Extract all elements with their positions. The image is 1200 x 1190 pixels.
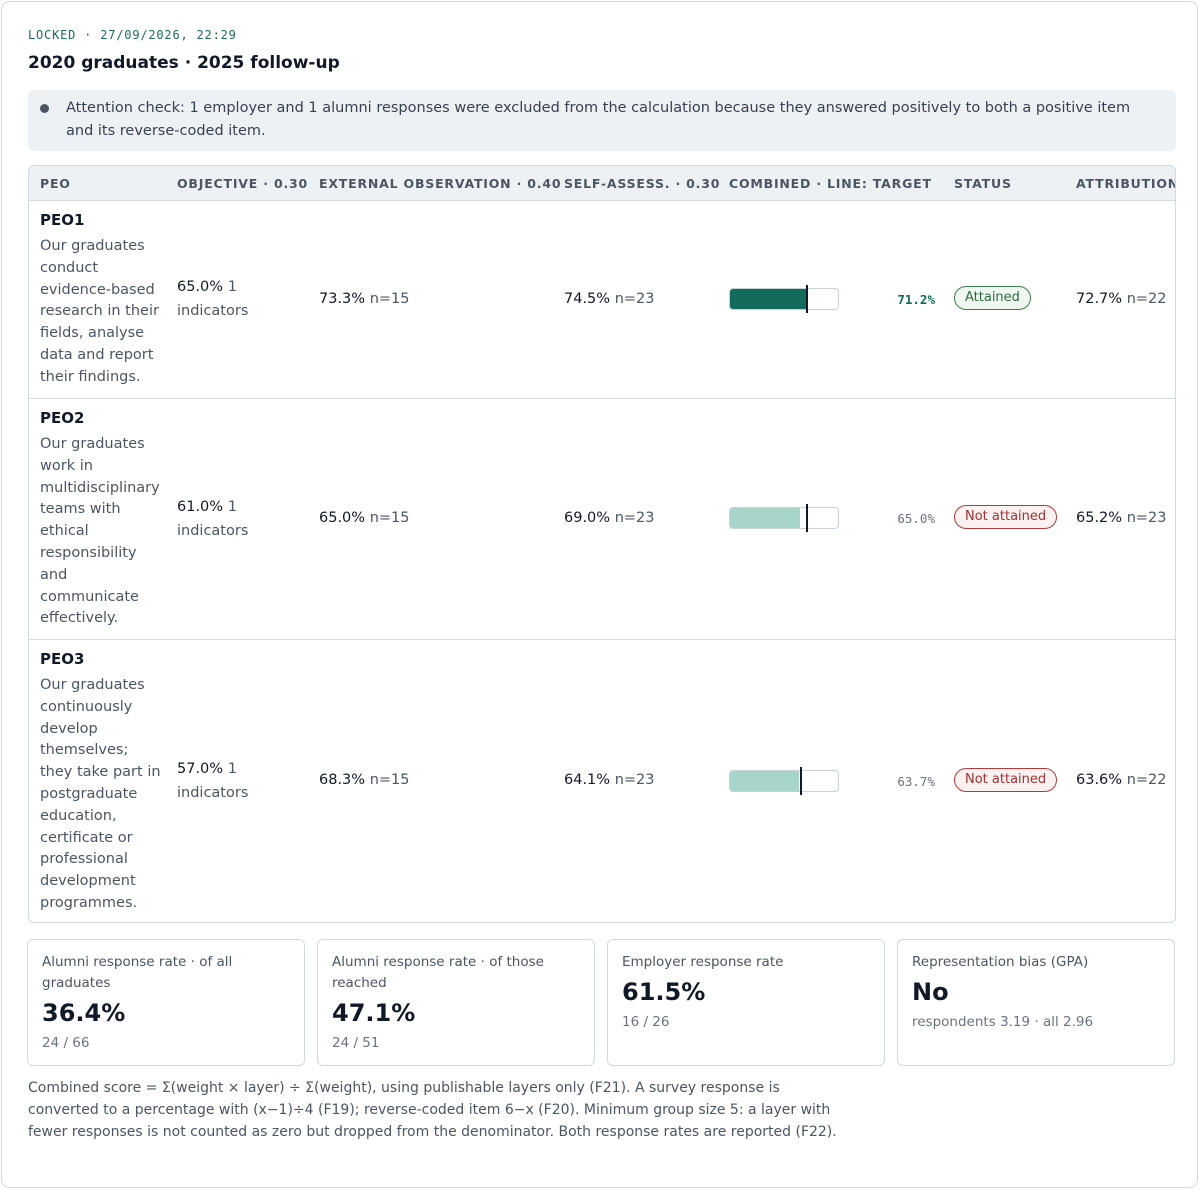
table-row: PEO1 Our graduates conduct evidence-base… (29, 201, 1175, 399)
objective-value: 61.0% (177, 499, 224, 515)
kpi-sub: respondents 3.19 · all 2.96 (912, 1014, 1094, 1030)
combined-score: 71.2% (897, 292, 935, 307)
peo-code: PEO1 (40, 211, 85, 229)
attribution-value: 72.7% (1076, 291, 1123, 307)
external-cell: 68.3% n=15 (319, 768, 409, 792)
objective-cell: 57.0% 1 indicators (177, 757, 297, 805)
combined-score: 63.7% (897, 774, 935, 789)
attribution-cell: 72.7% n=22 (1076, 287, 1166, 311)
combined-bar-fill (730, 289, 807, 309)
attribution-cell: 65.2% n=23 (1076, 506, 1166, 530)
kpi-value: 36.4% (42, 999, 126, 1027)
peo-description: Our graduates conduct evidence-based res… (40, 238, 159, 385)
header-status: STATUS (954, 176, 1012, 191)
external-n: n=15 (369, 510, 410, 526)
objective-indicators: 1 indicators (177, 761, 249, 801)
attention-check-notice: Attention check: 1 employer and 1 alumni… (28, 90, 1176, 151)
kpi-sub: 16 / 26 (622, 1014, 670, 1030)
kpi-sub: 24 / 51 (332, 1035, 380, 1051)
peo-description: Our graduates work in multidisciplinary … (40, 436, 160, 627)
objective-indicators: 1 indicators (177, 499, 249, 539)
attribution-cell: 63.6% n=22 (1076, 768, 1166, 792)
kpi-representation-bias: Representation bias (GPA) No respondents… (897, 939, 1175, 1066)
objective-value: 57.0% (177, 761, 224, 777)
methodology-footnote: Combined score = Σ(weight × layer) ÷ Σ(w… (28, 1080, 837, 1140)
table-row: PEO2 Our graduates work in multidiscipli… (29, 399, 1175, 640)
objective-cell: 65.0% 1 indicators (177, 275, 297, 323)
self-value: 64.1% (564, 772, 611, 788)
peo-description: Our graduates continuously develop thems… (40, 677, 161, 911)
combined-bar (729, 285, 839, 313)
target-line (806, 504, 808, 532)
kpi-label: Employer response rate (622, 954, 784, 970)
self-n: n=23 (614, 510, 655, 526)
status-badge: Not attained (954, 505, 1058, 529)
kpi-alumni-response-reached: Alumni response rate · of those reached … (317, 939, 595, 1066)
kpi-sub: 24 / 66 (42, 1035, 90, 1051)
header-attribution: ATTRIBUTION (1076, 176, 1176, 191)
target-line (800, 767, 802, 795)
bullet-icon (40, 104, 49, 113)
notice-text: Attention check: 1 employer and 1 alumni… (66, 100, 1131, 139)
attribution-value: 65.2% (1076, 510, 1123, 526)
kpi-employer-response: Employer response rate 61.5% 16 / 26 (607, 939, 885, 1066)
kpi-label: Alumni response rate · of all graduates (42, 954, 233, 991)
attribution-value: 63.6% (1076, 772, 1123, 788)
external-value: 65.0% (319, 510, 366, 526)
self-cell: 74.5% n=23 (564, 287, 654, 311)
kpi-value: No (912, 978, 949, 1006)
table-header: PEO OBJECTIVE · 0.30 EXTERNAL OBSERVATIO… (29, 166, 1176, 201)
target-line (806, 285, 808, 313)
kpi-label: Representation bias (GPA) (912, 954, 1089, 970)
header-external: EXTERNAL OBSERVATION · 0.40 (319, 176, 562, 191)
header-peo: PEO (40, 176, 71, 191)
external-n: n=15 (369, 772, 410, 788)
page-title: 2020 graduates · 2025 follow-up (28, 53, 340, 73)
peo-code: PEO2 (40, 409, 85, 427)
combined-bar-fill (730, 508, 800, 528)
attribution-n: n=23 (1126, 510, 1167, 526)
external-cell: 65.0% n=15 (319, 506, 409, 530)
kpi-alumni-response-all: Alumni response rate · of all graduates … (27, 939, 305, 1066)
external-cell: 73.3% n=15 (319, 287, 409, 311)
self-value: 69.0% (564, 510, 611, 526)
external-n: n=15 (369, 291, 410, 307)
status-badge: Attained (954, 286, 1031, 310)
header-self: SELF-ASSESS. · 0.30 (564, 176, 721, 191)
objective-value: 65.0% (177, 279, 224, 295)
combined-bar (729, 767, 839, 795)
table-row: PEO3 Our graduates continuously develop … (29, 640, 1175, 922)
self-n: n=23 (614, 291, 655, 307)
self-cell: 64.1% n=23 (564, 768, 654, 792)
self-n: n=23 (614, 772, 655, 788)
attribution-n: n=22 (1126, 772, 1167, 788)
combined-bar-fill (730, 771, 799, 791)
self-value: 74.5% (564, 291, 611, 307)
peo-table: PEO OBJECTIVE · 0.30 EXTERNAL OBSERVATIO… (28, 165, 1176, 923)
kpi-label: Alumni response rate · of those reached (332, 954, 544, 991)
status-badge: Not attained (954, 768, 1058, 792)
external-value: 73.3% (319, 291, 366, 307)
attribution-n: n=22 (1126, 291, 1167, 307)
kpi-value: 61.5% (622, 978, 706, 1006)
kpi-value: 47.1% (332, 999, 416, 1027)
external-value: 68.3% (319, 772, 366, 788)
objective-indicators: 1 indicators (177, 279, 249, 319)
peo-code: PEO3 (40, 650, 85, 668)
self-cell: 69.0% n=23 (564, 506, 654, 530)
header-objective: OBJECTIVE · 0.30 (177, 176, 309, 191)
lock-status: LOCKED · 27/09/2026, 22:29 (28, 28, 237, 42)
combined-score: 65.0% (897, 511, 935, 526)
combined-bar (729, 504, 839, 532)
objective-cell: 61.0% 1 indicators (177, 495, 297, 543)
header-combined: COMBINED · LINE: TARGET (729, 176, 932, 191)
